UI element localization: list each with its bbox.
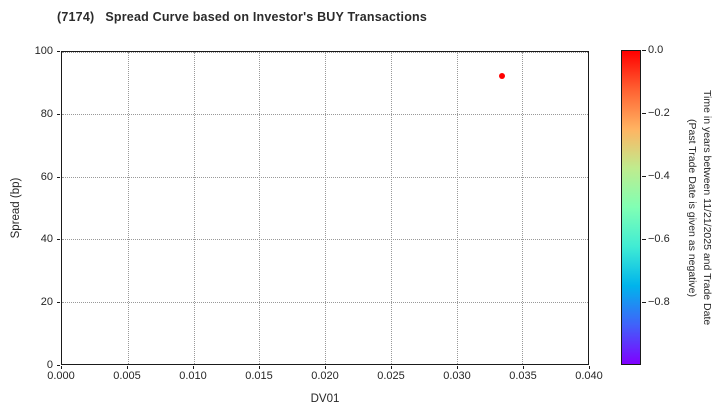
y-tick — [57, 365, 60, 366]
x-tick — [193, 366, 194, 369]
colorbar-tick — [642, 239, 646, 240]
colorbar-tick-label: −0.6 — [648, 233, 670, 245]
x-tick-label: 0.040 — [575, 370, 603, 382]
colorbar-label-line1: Time in years between 11/21/2025 and Tra… — [701, 90, 713, 326]
colorbar-tick — [642, 50, 646, 51]
y-tick-label: 100 — [34, 45, 53, 57]
colorbar-tick — [642, 113, 646, 114]
y-tick-label: 40 — [40, 233, 53, 246]
x-tick — [391, 366, 392, 369]
x-tick-label: 0.000 — [47, 370, 75, 382]
gridline-horizontal — [62, 114, 588, 116]
x-tick-label: 0.020 — [311, 370, 339, 382]
colorbar-tick-label: 0.0 — [648, 44, 664, 56]
x-tick-label: 0.025 — [377, 370, 405, 382]
x-axis-label: DV01 — [310, 393, 340, 405]
gridline-vertical — [522, 52, 524, 364]
gridline-horizontal — [62, 52, 588, 53]
gridline-vertical — [390, 52, 392, 364]
colorbar-tick — [642, 176, 646, 177]
colorbar-label: Time in years between 11/21/2025 and Tra… — [682, 51, 714, 365]
colorbar — [621, 50, 641, 365]
x-tick-label: 0.035 — [509, 370, 537, 382]
gridline-horizontal — [62, 239, 588, 241]
gridline-horizontal — [62, 301, 588, 303]
gridline-vertical — [456, 52, 458, 364]
gridline-horizontal — [62, 176, 588, 178]
colorbar-tick-label: −0.2 — [648, 107, 670, 119]
chart-title: (7174) Spread Curve based on Investor's … — [57, 10, 428, 24]
y-tick-label: 80 — [40, 107, 53, 120]
colorbar-tick — [642, 302, 646, 303]
gridline-vertical — [259, 52, 261, 364]
y-tick — [57, 239, 60, 241]
x-tick-label: 0.010 — [179, 370, 207, 382]
gridline-vertical — [325, 52, 326, 364]
data-point — [498, 72, 505, 79]
x-tick-label: 0.005 — [113, 370, 141, 382]
x-tick — [325, 366, 326, 369]
y-tick — [57, 176, 60, 178]
y-tick-label: 60 — [40, 170, 53, 183]
x-tick — [589, 366, 590, 369]
x-tick-label: 0.030 — [443, 370, 471, 382]
x-tick-label: 0.015 — [245, 370, 273, 382]
x-tick — [457, 366, 458, 369]
colorbar-tick-label: −0.8 — [648, 296, 670, 308]
gridline-vertical — [193, 52, 195, 364]
x-tick — [523, 366, 524, 369]
y-tick — [57, 302, 60, 304]
y-tick — [57, 51, 60, 52]
plot-area — [61, 51, 589, 365]
y-tick — [57, 113, 60, 115]
x-tick — [61, 366, 62, 369]
x-tick — [259, 366, 260, 369]
y-tick-label: 0 — [46, 359, 53, 371]
colorbar-label-line2: (Past Trade Date is given as negative) — [686, 118, 698, 297]
y-tick-label: 20 — [40, 296, 53, 309]
gridline-vertical — [127, 52, 129, 364]
x-tick — [127, 366, 128, 369]
colorbar-tick-label: −0.4 — [648, 170, 670, 182]
